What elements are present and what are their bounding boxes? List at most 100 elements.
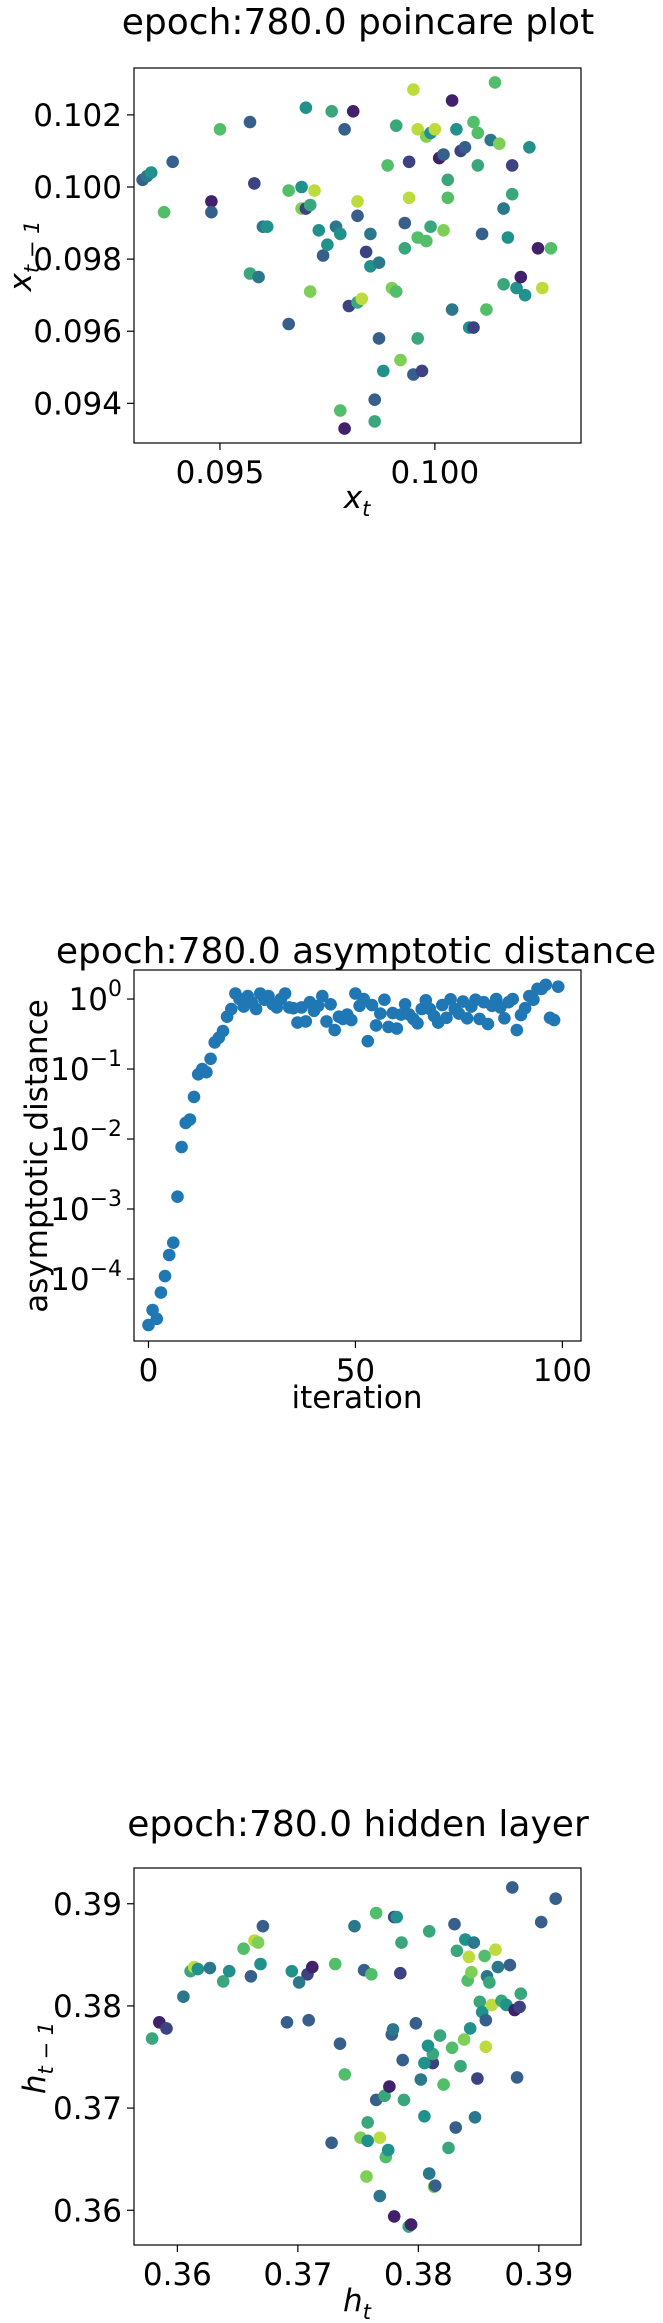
- poincare-point: [497, 278, 510, 291]
- poincare-point: [157, 205, 171, 219]
- hidden-layer-point: [191, 1962, 205, 1976]
- asymptotic-distance-plot-area: [133, 969, 582, 1342]
- asymptotic-distance-point: [510, 1023, 524, 1037]
- hidden-layer-point: [216, 1975, 230, 1988]
- hidden-layer-point: [373, 2189, 387, 2203]
- asymptotic-distance-point: [162, 1248, 176, 1262]
- hidden-layer-point: [457, 2033, 471, 2046]
- poincare-point: [441, 173, 455, 187]
- asymptotic-distance-point: [365, 998, 379, 1012]
- hidden-layer-point: [404, 2218, 418, 2231]
- poincare-point: [420, 234, 433, 248]
- asymptotic-distance-point: [167, 1236, 180, 1249]
- asymptotic-distance-point: [481, 1017, 495, 1031]
- asymptotic-distance-point: [547, 1013, 561, 1027]
- hidden-layer-point: [422, 1925, 436, 1938]
- hidden-layer-point: [390, 1910, 404, 1924]
- hidden-layer-point: [467, 1936, 481, 1949]
- asymptotic-distance-point: [460, 1012, 474, 1025]
- hidden-layer-point: [348, 1919, 361, 1933]
- poincare-point: [303, 285, 317, 298]
- hidden-layer-point: [468, 2111, 482, 2124]
- hidden-layer-point: [387, 2210, 401, 2223]
- hidden-layer-point: [244, 1970, 258, 1983]
- hidden-layer-point: [203, 1961, 217, 1975]
- hidden-layer-y-tick-label: 0.38: [53, 1989, 122, 2025]
- poincare-point: [428, 123, 442, 136]
- poincare-point: [166, 155, 179, 169]
- hidden-layer-point: [445, 2041, 459, 2055]
- poincare-y-label-base: x: [3, 272, 39, 292]
- asymptotic-distance-point: [369, 1019, 383, 1032]
- hidden-layer-point: [409, 2017, 423, 2030]
- poincare-point: [407, 83, 420, 96]
- hidden-layer-point: [448, 1917, 461, 1931]
- poincare-x-tick-label: 0.095: [176, 455, 265, 491]
- hidden-layer-point: [437, 2078, 450, 2091]
- poincare-y-ticks: 0.094 0.096 0.098 0.100 0.102: [33, 98, 134, 422]
- poincare-point: [458, 141, 472, 154]
- hidden-layer-point: [237, 1942, 250, 1955]
- hidden-layer-y-tick-label: 0.39: [53, 1887, 122, 1923]
- poincare-point: [213, 123, 227, 136]
- asymptotic-distance-point: [299, 1015, 313, 1028]
- hidden-layer-y-ticks: 0.36 0.37 0.38 0.39: [53, 1887, 134, 2229]
- poincare-plot-area: [133, 67, 582, 444]
- hidden-layer-point: [485, 1998, 499, 2012]
- asymptotic-distance-point: [527, 993, 540, 1006]
- poincare-point: [544, 242, 558, 255]
- hidden-layer-point: [418, 2110, 431, 2123]
- asymptotic-distance-point: [374, 1007, 387, 1020]
- poincare-point: [493, 137, 506, 150]
- asymptotic-distance-point: [345, 1013, 358, 1027]
- hidden-layer-point: [328, 1957, 342, 1971]
- poincare-point: [346, 105, 360, 118]
- poincare-point: [523, 141, 536, 154]
- hidden-layer-point: [513, 2000, 526, 2014]
- hidden-layer-point: [256, 1919, 270, 1933]
- poincare-point: [411, 123, 425, 136]
- poincare-point: [510, 281, 523, 295]
- asymptotic-distance-x-ticks: 0 50 100: [139, 1341, 592, 1389]
- hidden-layer-point: [338, 2068, 352, 2081]
- asymptotic-distance-point: [361, 1034, 375, 1048]
- hidden-layer-point: [510, 2071, 524, 2084]
- asymptotic-distance-point: [444, 993, 457, 1006]
- hidden-layer-x-axis-label: ht: [343, 2283, 372, 2323]
- poincare-point: [325, 105, 339, 118]
- asymptotic-distance-point: [175, 1140, 188, 1154]
- hidden-layer-x-tick-label: 0.37: [263, 2257, 332, 2293]
- asymptotic-distance-y-tick-label: 10−2: [50, 1117, 122, 1158]
- hidden-layer-point: [160, 2022, 173, 2035]
- hidden-layer-point: [454, 2059, 467, 2073]
- poincare-point: [334, 404, 347, 417]
- poincare-point: [450, 123, 463, 136]
- hidden-layer-point: [360, 2170, 373, 2183]
- hidden-layer-point: [394, 1966, 407, 1980]
- hidden-layer-point: [534, 1915, 548, 1929]
- poincare-point: [260, 220, 274, 233]
- asymptotic-distance-point: [539, 978, 553, 992]
- hidden-layer-point: [479, 2040, 493, 2054]
- asymptotic-distance-point: [171, 1190, 184, 1203]
- hidden-layer-point: [302, 2013, 316, 2027]
- asymptotic-distance-y-tick-base: 10: [69, 982, 108, 1018]
- hidden-layer-point: [514, 1987, 528, 2000]
- poincare-point: [368, 415, 382, 428]
- asymptotic-distance-title: epoch:780.0 asymptotic distance: [56, 931, 656, 972]
- poincare-y-tick-label: 0.094: [33, 386, 122, 422]
- hidden-layer-point: [292, 1976, 306, 1989]
- asymptotic-distance-point: [316, 989, 329, 1003]
- hidden-layer-y-tick-label: 0.36: [53, 2193, 122, 2229]
- hidden-layer-point: [361, 2134, 375, 2148]
- asymptotic-distance-point: [518, 1001, 532, 1015]
- asymptotic-distance-point: [411, 1017, 424, 1030]
- hidden-layer-point: [449, 2121, 463, 2134]
- poincare-x-label-subscript: t: [362, 497, 371, 521]
- asymptotic-distance-point: [440, 1011, 453, 1025]
- asymptotic-distance-point: [278, 987, 292, 1000]
- asymptotic-distance-point: [311, 999, 325, 1013]
- asymptotic-distance-y-tick-exponent: −2: [90, 1117, 122, 1142]
- poincare-point: [368, 393, 382, 407]
